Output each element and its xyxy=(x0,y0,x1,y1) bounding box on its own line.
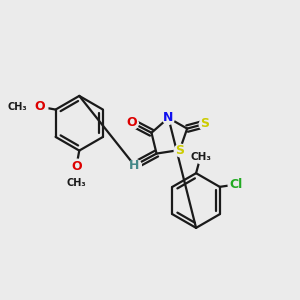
Point xyxy=(74,164,79,169)
Point xyxy=(177,148,182,152)
Point xyxy=(166,116,171,120)
Point xyxy=(234,182,239,187)
Text: Cl: Cl xyxy=(230,178,243,191)
Text: H: H xyxy=(129,159,140,172)
Text: O: O xyxy=(71,160,82,173)
Text: CH₃: CH₃ xyxy=(190,152,211,162)
Point xyxy=(130,120,135,125)
Point xyxy=(202,122,207,126)
Text: CH₃: CH₃ xyxy=(8,102,27,112)
Point xyxy=(198,154,203,159)
Point xyxy=(132,163,137,168)
Text: N: N xyxy=(163,111,174,124)
Text: S: S xyxy=(200,117,209,130)
Text: O: O xyxy=(127,116,137,129)
Text: O: O xyxy=(34,100,44,113)
Text: S: S xyxy=(175,143,184,157)
Text: CH₃: CH₃ xyxy=(67,178,86,188)
Point xyxy=(37,104,42,109)
